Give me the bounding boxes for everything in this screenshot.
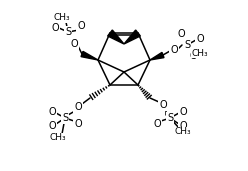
Text: O: O	[179, 107, 187, 117]
Text: S: S	[62, 113, 68, 123]
Text: O: O	[74, 119, 82, 129]
Text: S: S	[167, 113, 173, 123]
Text: O: O	[77, 21, 85, 31]
Text: CH₃: CH₃	[192, 49, 208, 57]
Text: S: S	[184, 40, 190, 50]
Text: O: O	[70, 39, 78, 49]
Text: CH₃: CH₃	[54, 14, 70, 23]
Text: O: O	[189, 51, 197, 61]
Text: O: O	[196, 34, 204, 44]
Text: O: O	[179, 121, 187, 131]
Text: S: S	[65, 27, 71, 37]
Text: O: O	[177, 29, 185, 39]
Text: O: O	[170, 45, 178, 55]
Text: O: O	[159, 100, 167, 110]
Polygon shape	[108, 30, 124, 44]
Text: CH₃: CH₃	[50, 134, 66, 142]
Text: O: O	[51, 23, 59, 33]
Text: O: O	[48, 107, 56, 117]
Text: O: O	[48, 121, 56, 131]
Text: O: O	[153, 119, 161, 129]
Text: CH₃: CH₃	[175, 128, 191, 136]
Polygon shape	[150, 52, 164, 60]
Polygon shape	[81, 51, 98, 60]
Text: O: O	[74, 102, 82, 112]
Polygon shape	[124, 30, 140, 44]
